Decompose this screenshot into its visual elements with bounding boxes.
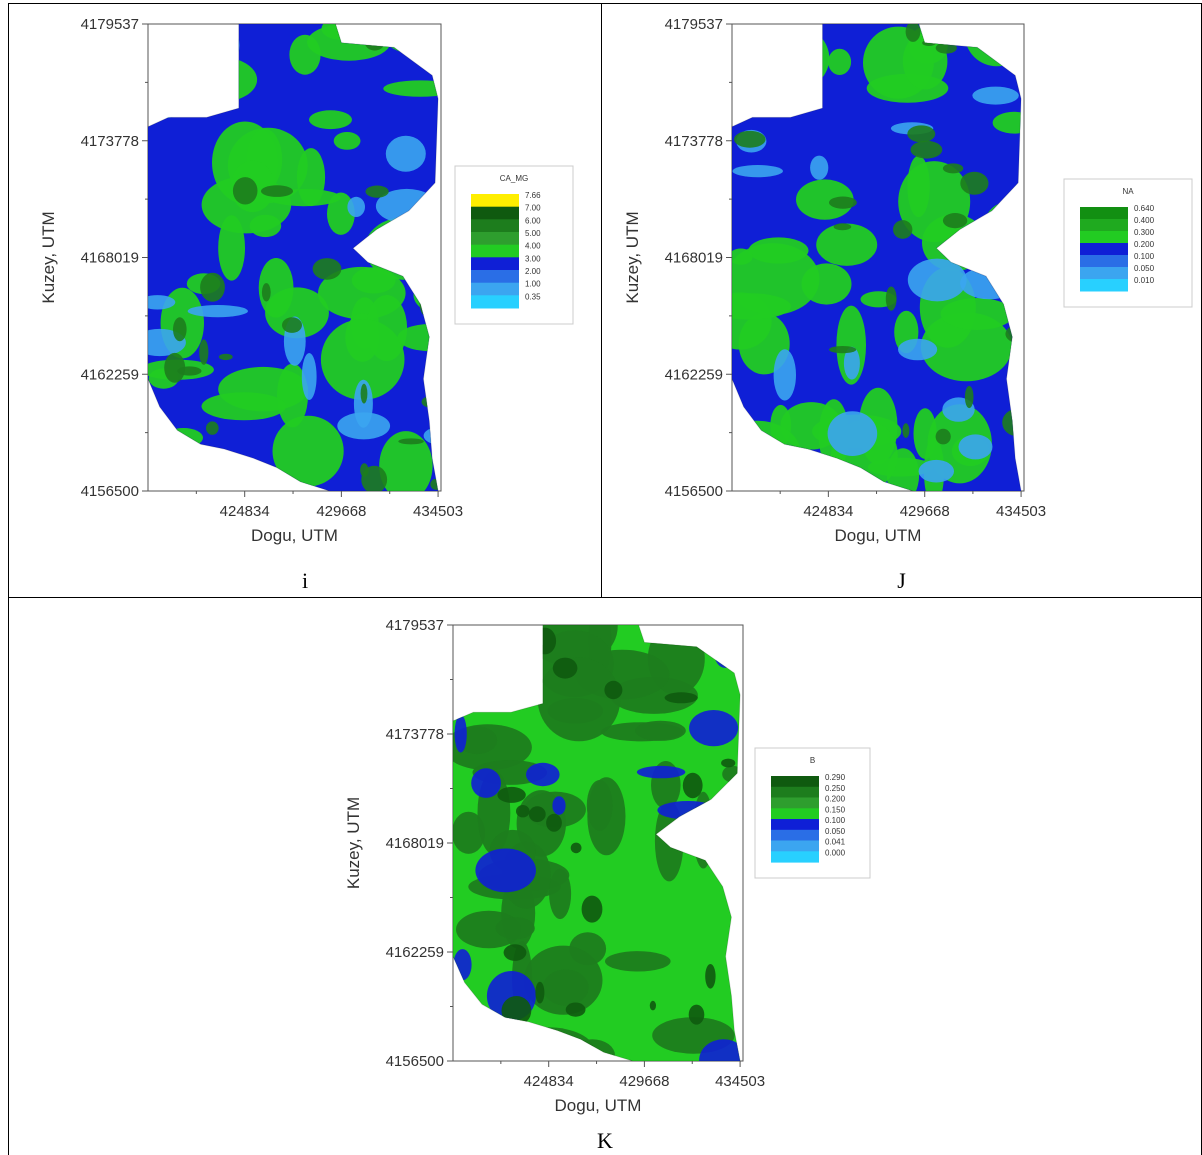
legend-swatch [771, 808, 819, 820]
legend-swatch [771, 819, 819, 831]
legend-label: 0.100 [1134, 252, 1155, 261]
x-tick-label: 429668 [619, 1073, 669, 1090]
legend-label: 0.640 [1134, 204, 1155, 213]
legend-swatch [471, 219, 519, 233]
x-tick-label: 424834 [524, 1073, 574, 1090]
contour-fill [732, 24, 1022, 491]
legend-label: 0.041 [825, 838, 846, 847]
y-tick-label: 4179537 [386, 617, 444, 634]
y-axis-title: Kuzey, UTM [623, 211, 642, 303]
legend-label: 1.00 [525, 280, 541, 289]
x-tick-label: 434503 [715, 1073, 765, 1090]
y-tick-label: 4156500 [665, 483, 723, 500]
legend-title: CA_MG [500, 174, 528, 183]
x-axis-title: Dogu, UTM [251, 526, 338, 545]
y-tick-label: 4162259 [81, 366, 139, 383]
legend-swatch [1080, 219, 1128, 232]
legend-swatch [771, 851, 819, 863]
legend-swatch [1080, 231, 1128, 244]
table-border-divider [601, 3, 602, 597]
legend-label: 3.00 [525, 254, 541, 263]
y-tick-label: 4173778 [386, 726, 444, 743]
map-j: 4179537 4173778 4168019 4162259 4156500 42483… [623, 16, 1193, 545]
legend-label: 0.290 [825, 773, 846, 782]
panel-k: 4179537 4173778 4168019 4162259 4156500 42483… [9, 598, 1201, 1155]
x-tick-label: 424834 [803, 503, 853, 520]
map-i: 4179537 4173778 4168019 4162259 4156500 42483… [39, 16, 574, 545]
legend-swatch [1080, 243, 1128, 256]
x-tick-label: 434503 [413, 503, 463, 520]
legend-label: 0.200 [1134, 240, 1155, 249]
legend-label: 7.00 [525, 204, 541, 213]
x-tick-label: 434503 [996, 503, 1046, 520]
legend-swatch [471, 257, 519, 271]
legend-swatch [1080, 255, 1128, 268]
legend-label: 0.010 [1134, 276, 1155, 285]
y-tick-label: 4168019 [386, 835, 444, 852]
legend-swatch [471, 194, 519, 208]
legend-label: 7.66 [525, 191, 541, 200]
legend-label: 6.00 [525, 216, 541, 225]
legend-label: 0.35 [525, 292, 541, 301]
y-tick-label: 4156500 [81, 483, 139, 500]
y-tick-label: 4173778 [665, 133, 723, 150]
y-axis-title: Kuzey, UTM [344, 797, 363, 889]
caption-j: J [897, 568, 906, 593]
legend-swatch [471, 282, 519, 296]
y-tick-label: 4179537 [81, 16, 139, 33]
legend-label: 0.300 [1134, 228, 1155, 237]
legend-swatch [771, 776, 819, 788]
y-tick-label: 4179537 [665, 16, 723, 33]
x-tick-label: 429668 [316, 503, 366, 520]
x-axis-title: Dogu, UTM [835, 526, 922, 545]
legend-swatch [471, 244, 519, 258]
x-axis-title: Dogu, UTM [555, 1096, 642, 1115]
x-tick-label: 429668 [900, 503, 950, 520]
legend-label: 4.00 [525, 242, 541, 251]
legend-label: 0.150 [825, 805, 846, 814]
legend-label: 5.00 [525, 229, 541, 238]
legend-title: B [810, 756, 815, 765]
legend-swatch [1080, 267, 1128, 280]
panel-i: 4179537 4173778 4168019 4162259 4156500 42483… [9, 4, 601, 597]
legend-swatch [471, 295, 519, 309]
legend-swatch [771, 840, 819, 852]
legend-swatch [771, 786, 819, 799]
table-border-middle [8, 597, 1202, 598]
legend-label: 0.100 [825, 816, 846, 825]
legend-label: 0.400 [1134, 216, 1155, 225]
legend-label: 0.050 [825, 827, 846, 836]
y-axis-title: Kuzey, UTM [39, 211, 58, 303]
y-tick-label: 4162259 [386, 944, 444, 961]
legend-label: 0.250 [825, 784, 846, 793]
panel-j: 4179537 4173778 4168019 4162259 4156500 42483… [602, 4, 1201, 597]
legend-label: 0.200 [825, 795, 846, 804]
table-border-left [8, 3, 9, 1155]
y-tick-label: 4168019 [665, 250, 723, 267]
y-tick-label: 4173778 [81, 133, 139, 150]
caption-k: K [597, 1128, 613, 1153]
y-tick-label: 4168019 [81, 250, 139, 267]
legend-swatch [771, 829, 819, 842]
legend-title: NA [1122, 187, 1134, 196]
x-tick-label: 424834 [220, 503, 270, 520]
map-k: 4179537 4173778 4168019 4162259 4156500 42483… [344, 617, 871, 1115]
table-border-top [8, 3, 1202, 4]
legend-swatch [1080, 207, 1128, 220]
legend-swatch [471, 232, 519, 246]
legend-swatch [771, 797, 819, 809]
legend-swatch [471, 206, 519, 220]
legend-label: 0.000 [825, 848, 846, 857]
y-tick-label: 4162259 [665, 366, 723, 383]
legend-label: 2.00 [525, 267, 541, 276]
caption-i: i [301, 568, 309, 593]
legend-swatch [471, 270, 519, 284]
y-tick-label: 4156500 [386, 1053, 444, 1070]
legend-label: 0.050 [1134, 264, 1155, 273]
legend-swatch [1080, 279, 1128, 292]
